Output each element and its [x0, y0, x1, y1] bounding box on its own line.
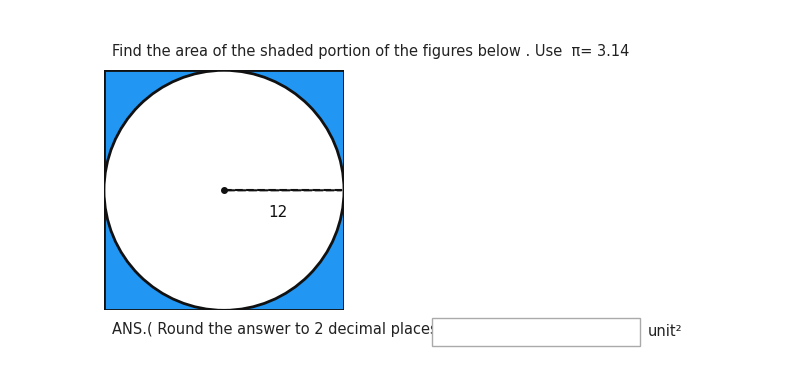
Text: Find the area of the shaded portion of the figures below . Use  π= 3.14: Find the area of the shaded portion of t…: [112, 44, 630, 59]
Circle shape: [104, 70, 344, 310]
Text: ANS.( Round the answer to 2 decimal places ) .: ANS.( Round the answer to 2 decimal plac…: [112, 322, 458, 337]
FancyBboxPatch shape: [432, 318, 640, 346]
Text: unit²: unit²: [648, 325, 682, 339]
Text: 12: 12: [268, 205, 288, 220]
